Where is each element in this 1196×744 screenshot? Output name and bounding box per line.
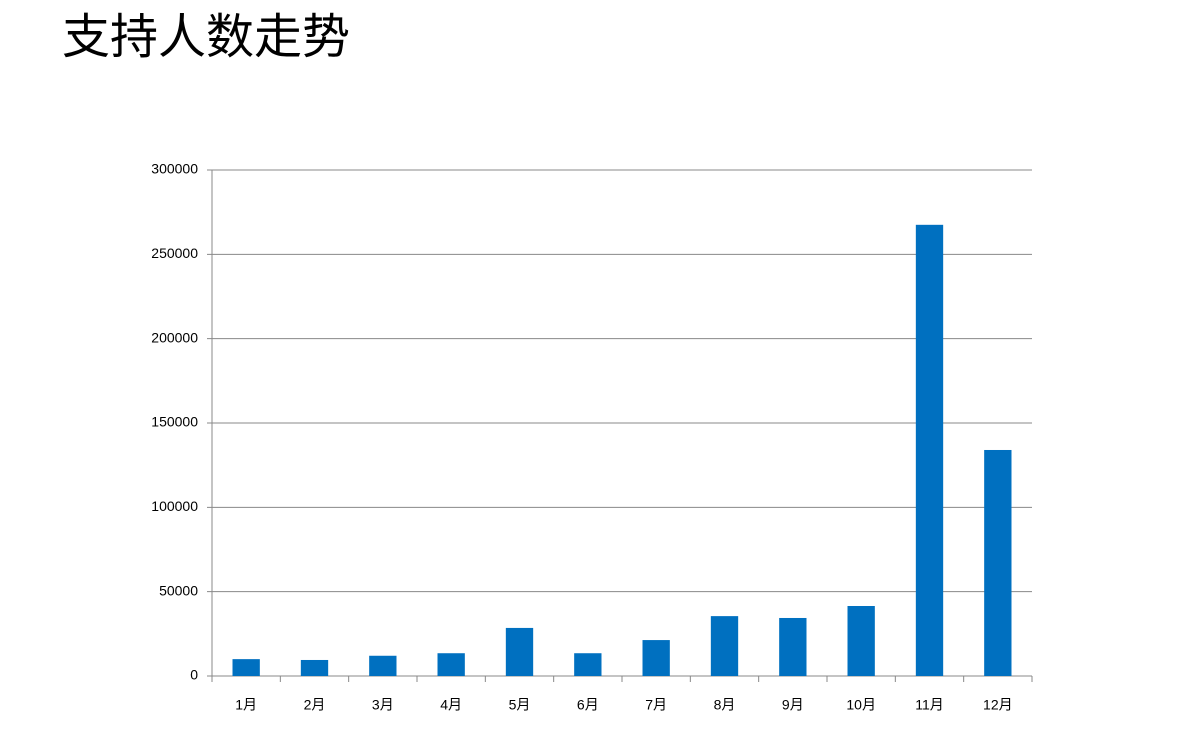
y-tick-label: 150000 xyxy=(151,414,198,430)
bar xyxy=(574,653,602,676)
bar xyxy=(437,653,465,676)
bar xyxy=(232,659,260,676)
y-tick-label: 100000 xyxy=(151,498,198,514)
x-tick-label: 4月 xyxy=(440,697,462,713)
x-tick-label: 2月 xyxy=(304,697,326,713)
chart-title: 支持人数走势 xyxy=(62,9,350,65)
bar xyxy=(779,617,807,676)
bar xyxy=(300,659,329,676)
x-tick-label: 11月 xyxy=(915,697,944,713)
y-tick-label: 300000 xyxy=(151,161,198,177)
x-tick-label: 5月 xyxy=(509,697,531,713)
x-tick-label: 7月 xyxy=(645,697,667,713)
y-tick-label: 250000 xyxy=(151,245,198,261)
y-tick-label: 0 xyxy=(190,667,198,683)
bar xyxy=(505,627,534,676)
y-tick-label: 200000 xyxy=(151,329,198,345)
x-tick-label: 6月 xyxy=(577,697,599,713)
bar xyxy=(369,655,397,676)
x-tick-label: 12月 xyxy=(983,697,1013,713)
bar xyxy=(984,449,1012,676)
y-tick-label: 50000 xyxy=(159,582,198,598)
bar xyxy=(915,224,944,677)
x-tick-label: 1月 xyxy=(235,697,257,713)
x-tick-label: 9月 xyxy=(782,697,804,713)
bar xyxy=(710,616,739,676)
x-tick-label: 8月 xyxy=(714,697,736,713)
bar xyxy=(847,606,875,676)
bar xyxy=(642,640,670,676)
x-tick-label: 3月 xyxy=(372,697,394,713)
x-tick-label: 10月 xyxy=(846,697,876,713)
